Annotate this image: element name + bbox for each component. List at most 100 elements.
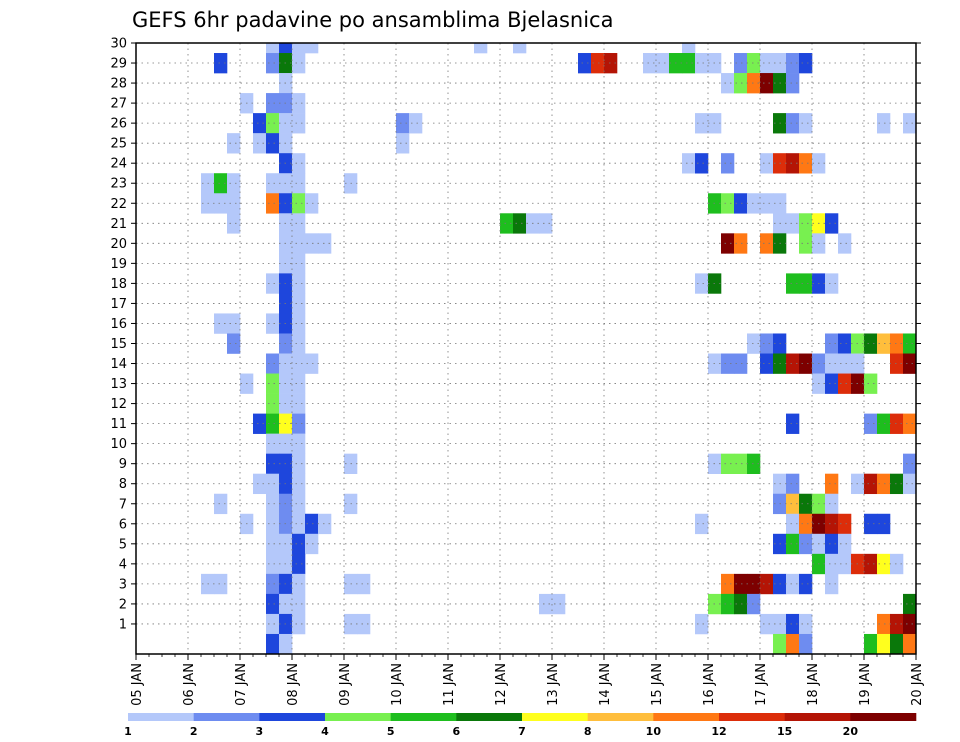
heatmap-cell — [266, 173, 280, 194]
y-tick-label: 26 — [110, 117, 127, 132]
y-tick-label: 5 — [119, 537, 127, 552]
heatmap-cell — [292, 593, 306, 615]
heatmap-cell — [266, 493, 280, 515]
y-tick-label: 16 — [110, 317, 127, 332]
heatmap-cell — [890, 333, 904, 354]
y-axis: 1234567891011121314151617181920212223242… — [110, 37, 921, 632]
heatmap-cell — [799, 213, 813, 234]
heatmap-cell — [305, 353, 319, 374]
colorbar-label: 4 — [321, 725, 329, 738]
heatmap-cell — [695, 53, 709, 74]
heatmap-cell — [799, 493, 813, 515]
heatmap-cell — [266, 93, 280, 114]
heatmap-cell — [799, 53, 813, 74]
y-tick-label: 9 — [119, 457, 127, 472]
heatmap-cell — [695, 273, 709, 294]
heatmap-cell — [266, 513, 280, 535]
heatmap-cell — [786, 273, 800, 294]
heatmap-cell — [903, 353, 917, 374]
heatmap-cell — [253, 113, 267, 134]
heatmap-cell — [227, 313, 241, 334]
heatmap-cell — [747, 593, 761, 615]
colorbar-swatch — [456, 713, 523, 721]
y-tick-label: 15 — [110, 337, 127, 352]
heatmap-cell — [266, 373, 280, 394]
y-tick-label: 30 — [110, 37, 127, 52]
heatmap-cell — [799, 353, 813, 374]
heatmap-cell — [266, 433, 280, 454]
heatmap-cell — [539, 593, 553, 615]
heatmap-cell — [357, 613, 371, 635]
heatmap-cell — [786, 213, 800, 234]
heatmap-cell — [864, 553, 878, 575]
heatmap-cell — [877, 413, 891, 434]
y-tick-label: 8 — [119, 477, 127, 492]
heatmap-cell — [825, 373, 839, 394]
heatmap-cell — [500, 213, 514, 234]
y-tick-label: 7 — [119, 497, 127, 512]
heatmap-cell — [253, 473, 267, 495]
colorbar-label: 3 — [256, 725, 264, 738]
colorbar-swatch — [719, 713, 785, 721]
heatmap-cell — [786, 73, 800, 94]
heatmap-cell — [786, 573, 800, 595]
heatmap-cell — [279, 43, 293, 54]
heatmap-cell — [292, 513, 306, 535]
heatmap-cell — [786, 53, 800, 74]
heatmap-cell — [799, 533, 813, 555]
heatmap-cell — [890, 413, 904, 434]
y-tick-label: 4 — [119, 557, 127, 572]
heatmap-cell — [877, 113, 891, 134]
colorbar-swatch — [259, 713, 326, 721]
heatmap-cell — [266, 473, 280, 495]
heatmap-cell — [292, 233, 306, 254]
colorbar-label: 7 — [518, 725, 526, 738]
heatmap-cell — [721, 193, 735, 214]
heatmap-cell — [292, 313, 306, 334]
heatmap-cell — [747, 453, 761, 474]
heatmap-cell — [253, 413, 267, 434]
heatmap-cell — [825, 533, 839, 555]
x-tick-label: 20 JAN — [910, 663, 925, 706]
colorbar-label: 5 — [387, 725, 395, 738]
x-tick-label: 15 JAN — [650, 663, 665, 706]
heatmap-cell — [279, 633, 293, 655]
heatmap-cell — [903, 113, 917, 134]
heatmap-cell — [877, 473, 891, 495]
heatmap-cell — [409, 113, 423, 134]
colorbar-label: 1 — [124, 725, 132, 738]
heatmap-cell — [864, 473, 878, 495]
heatmap-cell — [292, 253, 306, 274]
x-tick-label: 06 JAN — [182, 663, 197, 706]
heatmap-cell — [825, 473, 839, 495]
heatmap-cell — [890, 473, 904, 495]
colorbar-swatch — [128, 713, 194, 721]
heatmap-cell — [292, 193, 306, 214]
heatmap-cell — [903, 413, 917, 434]
colorbar-label: 12 — [711, 725, 726, 738]
heatmap-cell — [786, 153, 800, 174]
y-tick-label: 21 — [110, 217, 127, 232]
heatmap-cell — [227, 193, 241, 214]
x-tick-label: 13 JAN — [546, 663, 561, 706]
x-tick-label: 10 JAN — [390, 663, 405, 706]
heatmap-cell — [760, 573, 774, 595]
heatmap-cell — [786, 493, 800, 515]
heatmap-cell — [903, 333, 917, 354]
heatmap-cell — [799, 233, 813, 254]
heatmap-cell — [513, 43, 527, 54]
heatmap-cell — [786, 413, 800, 434]
heatmap-cell — [760, 193, 774, 214]
heatmap-cell — [227, 333, 241, 354]
colorbar-swatch — [325, 713, 391, 721]
heatmap-cell — [864, 413, 878, 434]
heatmap-cell — [760, 233, 774, 254]
x-tick-label: 19 JAN — [858, 663, 873, 706]
heatmap-cell — [877, 613, 891, 635]
heatmap-cell — [734, 453, 748, 474]
y-tick-label: 14 — [110, 357, 127, 372]
y-tick-label: 11 — [110, 417, 127, 432]
heatmap-cell — [734, 193, 748, 214]
heatmap-cell — [838, 373, 852, 394]
